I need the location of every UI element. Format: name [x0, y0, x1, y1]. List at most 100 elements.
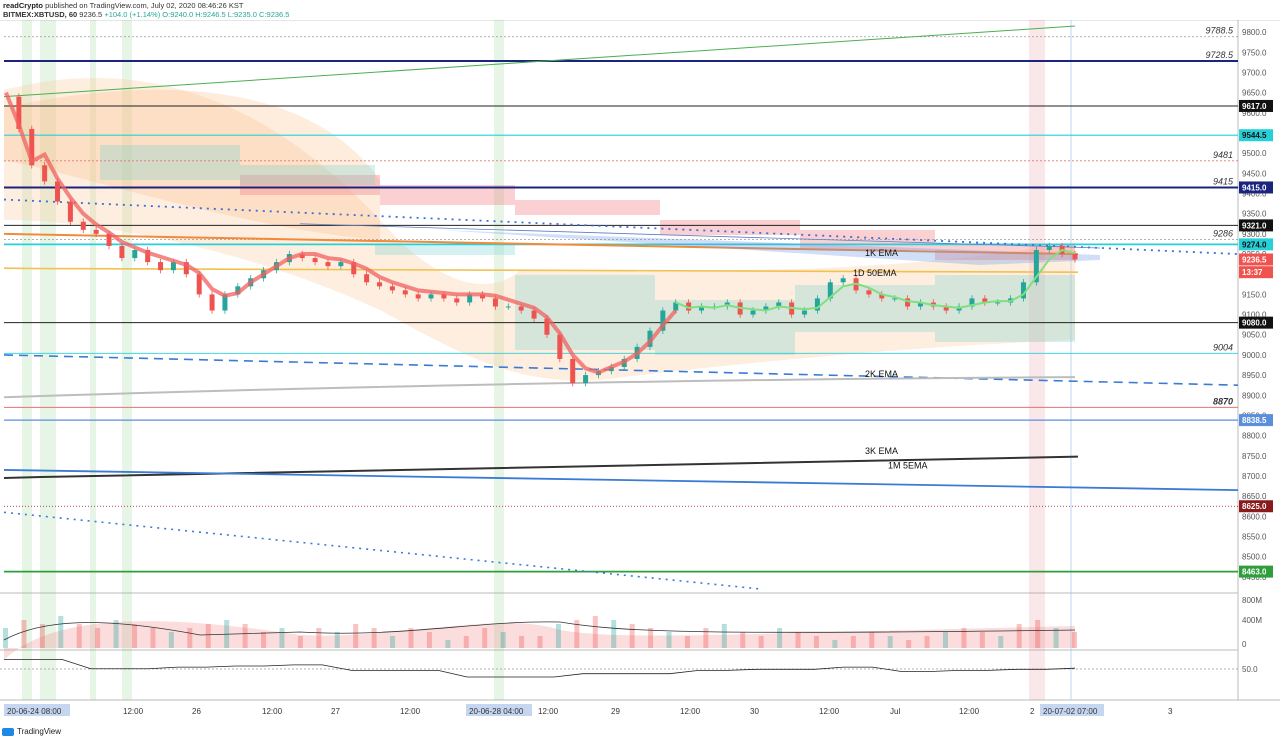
candle	[338, 262, 344, 267]
volume-ma	[3, 621, 1076, 641]
candle	[196, 274, 202, 295]
candle	[67, 201, 73, 222]
price-tick: 8950.0	[1242, 371, 1267, 380]
time-label: 27	[331, 707, 340, 716]
time-label: 20-06-28 04:00	[469, 707, 524, 716]
time-label: 12:00	[819, 707, 840, 716]
volume-bar	[648, 628, 654, 648]
price-tick: 9800.0	[1242, 28, 1267, 37]
candle	[1033, 250, 1039, 283]
price-tick: 8500.0	[1242, 553, 1267, 562]
candle	[325, 262, 331, 267]
volume-bar	[592, 616, 598, 648]
oscillator-tick: 50.0	[1242, 665, 1258, 674]
volume-bar	[979, 632, 985, 648]
price-tick: 8900.0	[1242, 391, 1267, 400]
price-tag-label: 9274.0	[1242, 240, 1267, 249]
candle	[673, 302, 679, 311]
candle	[441, 294, 447, 299]
volume-bar	[482, 628, 488, 648]
level-label: 9788.5	[1205, 26, 1234, 36]
price-chart[interactable]: 8450.08500.08550.08600.08650.08700.08750…	[0, 20, 1280, 720]
time-label: 30	[750, 707, 759, 716]
chart-annotation: 1M 5EMA	[888, 461, 928, 471]
volume-bar	[758, 636, 764, 648]
footer-brand: TradingView	[17, 727, 62, 736]
price-tag	[1239, 253, 1273, 266]
level-label: 9004	[1213, 342, 1233, 352]
volume-bar	[942, 632, 948, 648]
volume-bar	[924, 636, 930, 648]
candle	[389, 286, 395, 291]
volume-bar	[1016, 624, 1022, 648]
last-price: 9236.5	[79, 10, 103, 19]
price-tick: 9050.0	[1242, 331, 1267, 340]
candle	[145, 250, 151, 263]
session-highlight	[122, 20, 132, 700]
chart-annotation: 2K EMA	[865, 369, 898, 379]
volume-bar	[408, 628, 414, 648]
candle	[840, 278, 846, 283]
price-tick: 8550.0	[1242, 533, 1267, 542]
candle	[235, 286, 241, 295]
candle	[505, 306, 511, 308]
time-label: 29	[611, 707, 620, 716]
bollinger-upper	[4, 89, 380, 241]
time-label: 20-06-24 08:00	[7, 707, 62, 716]
trendline-blue-dashed	[3, 354, 1239, 386]
volume-bar	[261, 632, 267, 648]
time-label: 2	[1030, 707, 1035, 716]
level-label: 9728.5	[1205, 50, 1234, 60]
volume-bar	[150, 628, 156, 648]
symbol-label: BITMEX:XBTUSD, 60	[3, 10, 78, 19]
candle	[55, 181, 61, 202]
volume-bar	[574, 620, 580, 648]
candle	[969, 298, 975, 307]
volume-bar	[961, 628, 967, 648]
author-name[interactable]: readCrypto	[3, 1, 44, 10]
price-tick: 8600.0	[1242, 512, 1267, 521]
candle	[879, 294, 885, 299]
candle	[158, 262, 164, 271]
volume-bar	[832, 640, 838, 648]
price-tick: 9750.0	[1242, 48, 1267, 57]
time-label: 12:00	[262, 707, 283, 716]
price-tag-label: 13:37	[1242, 268, 1263, 277]
candle	[402, 290, 408, 295]
price-tag-label: 8463.0	[1242, 568, 1267, 577]
volume-band	[4, 621, 1075, 660]
candle	[660, 310, 666, 331]
candle	[209, 294, 215, 311]
volume-bar	[555, 624, 561, 648]
price-tag-label: 8838.5	[1242, 416, 1267, 425]
time-tag	[4, 704, 70, 716]
volume-bar	[297, 636, 303, 648]
trendline-blue-dotted	[3, 198, 1239, 255]
price-tick: 8750.0	[1242, 452, 1267, 461]
volume-bar	[334, 632, 340, 648]
volume-bar	[777, 628, 783, 648]
candle	[42, 165, 48, 182]
price-tick: 9500.0	[1242, 149, 1267, 158]
candle	[170, 262, 176, 271]
bollinger-cloud	[4, 77, 1075, 381]
volume-bar	[242, 624, 248, 648]
candle	[982, 298, 988, 303]
price-tag-label: 9321.0	[1242, 221, 1267, 230]
candle	[544, 318, 550, 335]
volume-bar	[1072, 632, 1077, 648]
volume-bar	[353, 624, 359, 648]
volume-tick: 800M	[1242, 596, 1262, 605]
volume-bar	[1035, 620, 1041, 648]
candle	[467, 294, 473, 303]
ema-green	[675, 248, 1076, 312]
candle	[866, 290, 872, 295]
time-label: 26	[192, 707, 201, 716]
price-tick: 9700.0	[1242, 68, 1267, 77]
price-tick: 9000.0	[1242, 351, 1267, 360]
candle	[570, 358, 576, 384]
volume-bar	[666, 632, 672, 648]
price-tick: 9450.0	[1242, 169, 1267, 178]
volume-bar	[500, 632, 506, 648]
price-tick: 9350.0	[1242, 210, 1267, 219]
